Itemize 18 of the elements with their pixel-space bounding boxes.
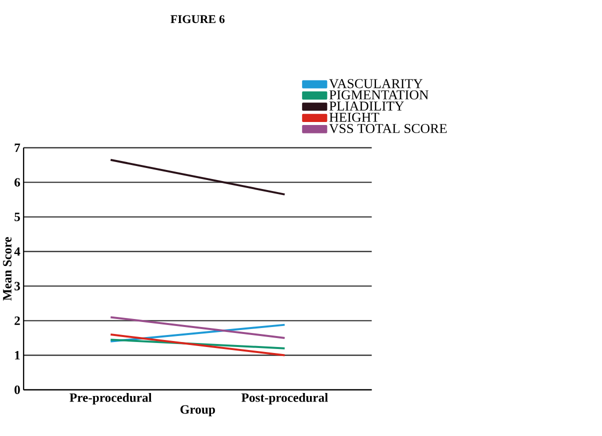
legend-label: HEIGHT [329, 112, 380, 122]
y-axis-title: Mean Score [3, 237, 12, 301]
x-axis-title: Group [180, 405, 215, 416]
y-tick-label: 7 [14, 144, 20, 152]
legend-label: PIGMENTATION [329, 90, 428, 100]
legend-label: VSS TOTAL SCORE [329, 124, 447, 134]
x-tick-label: Post-procedural [241, 392, 328, 404]
y-tick-label: 5 [14, 212, 20, 222]
legend-label: PLIADILITY [329, 102, 404, 110]
y-tick-label: 6 [14, 178, 20, 187]
legend-label: VASCULARITY [329, 79, 423, 88]
chart-title: FIGURE 6 [170, 15, 225, 24]
x-tick-label: Pre-procedural [70, 392, 152, 404]
y-tick-label: 0 [14, 386, 20, 394]
y-tick-label: 3 [14, 282, 20, 290]
y-tick-label: 1 [15, 351, 20, 360]
y-tick-label: 4 [14, 247, 20, 256]
y-tick-label: 2 [14, 316, 20, 325]
